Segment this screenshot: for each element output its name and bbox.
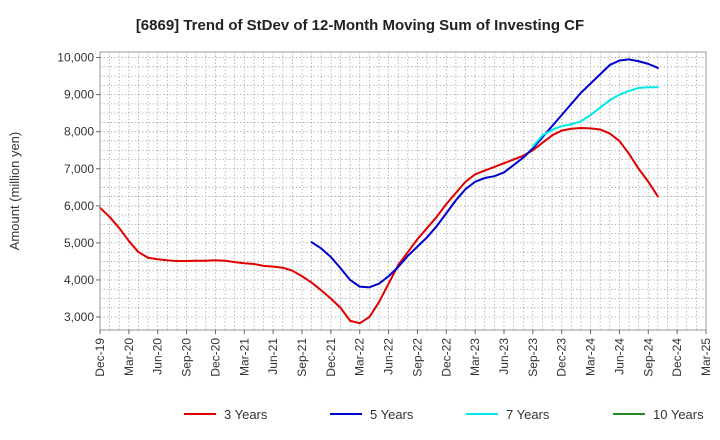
x-tick-label: Dec-19: [93, 338, 107, 377]
chart-title: [6869] Trend of StDev of 12-Month Moving…: [136, 17, 584, 34]
y-tick-label: 9,000: [64, 88, 94, 102]
y-tick-label: 4,000: [64, 273, 94, 287]
x-tick-label: Jun-20: [151, 338, 165, 375]
grid-lines: [100, 52, 706, 330]
legend-label-4: 10 Years: [653, 407, 704, 422]
series-line-1: [99, 126, 659, 325]
series-lines: [99, 58, 659, 325]
x-tick-label: Jun-21: [266, 338, 280, 375]
legend-label-2: 5 Years: [370, 407, 414, 422]
legend-label-3: 7 Years: [506, 407, 550, 422]
legend: 3 Years 5 Years 7 Years 10 Years: [184, 407, 704, 422]
x-axis-ticks: Dec-19 Mar-20 Jun-20 Sep-20 Dec-20 Mar-21 Jun-…: [93, 330, 713, 377]
x-tick-label: Dec-20: [208, 338, 222, 377]
x-tick-label: Sep-22: [410, 338, 424, 377]
series-line-2: [310, 58, 659, 289]
y-tick-label: 6,000: [64, 199, 94, 213]
x-tick-label: Sep-21: [295, 338, 309, 377]
plot-border: [99, 51, 707, 331]
x-tick-label: Jun-22: [382, 338, 396, 375]
y-tick-label: 10,000: [57, 51, 94, 65]
plot-area: [99, 51, 707, 331]
y-axis-ticks: 3,000 4,000 5,000 6,000 7,000 8,000 9,000 10,00…: [57, 51, 100, 324]
y-tick-label: 8,000: [64, 125, 94, 139]
x-tick-label: Sep-20: [180, 338, 194, 377]
x-tick-label: Dec-23: [555, 338, 569, 377]
x-tick-label: Dec-21: [324, 338, 338, 377]
x-tick-label: Mar-24: [584, 338, 598, 376]
x-tick-label: Dec-24: [670, 338, 684, 377]
x-tick-label: Mar-23: [468, 338, 482, 376]
x-tick-label: Sep-23: [526, 338, 540, 377]
y-tick-label: 3,000: [64, 310, 94, 324]
legend-label-1: 3 Years: [224, 407, 268, 422]
y-tick-label: 5,000: [64, 236, 94, 250]
x-tick-label: Mar-21: [237, 338, 251, 376]
series-line-3: [531, 86, 659, 148]
x-tick-label: Mar-25: [699, 338, 713, 376]
x-tick-label: Mar-22: [353, 338, 367, 376]
x-tick-label: Sep-24: [641, 338, 655, 377]
x-tick-label: Jun-23: [497, 338, 511, 375]
x-tick-label: Dec-22: [439, 338, 453, 377]
x-tick-label: Jun-24: [612, 338, 626, 375]
x-tick-label: Mar-20: [122, 338, 136, 376]
y-axis-label: Amount (million yen): [7, 132, 22, 251]
y-tick-label: 7,000: [64, 162, 94, 176]
